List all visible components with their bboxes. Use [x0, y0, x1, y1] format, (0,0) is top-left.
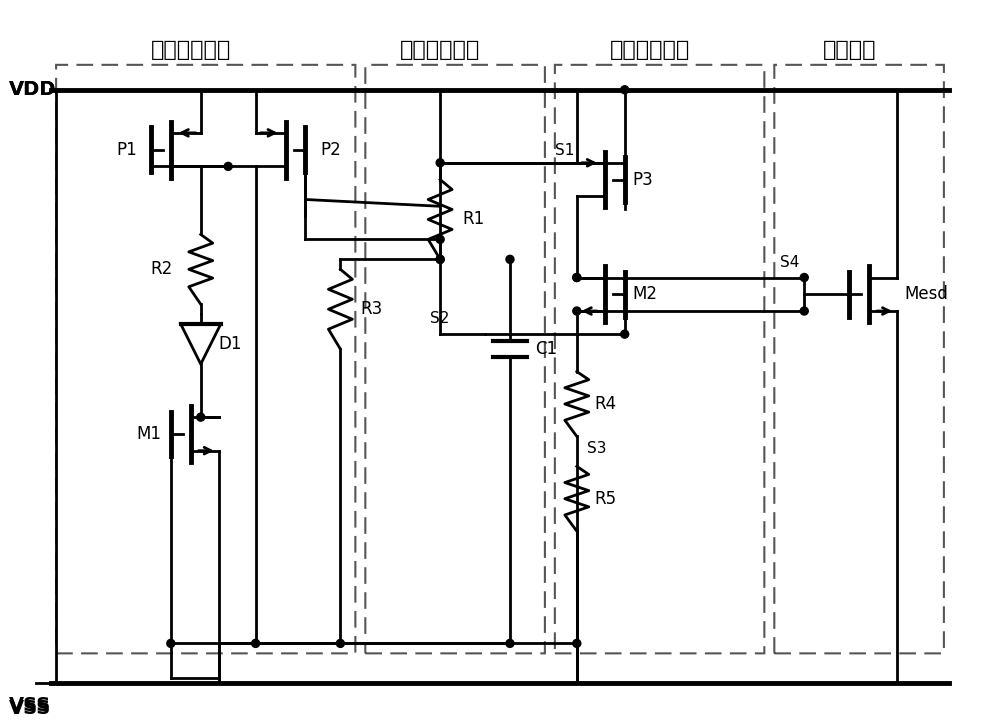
Text: S3: S3 [587, 441, 606, 456]
Text: VSS: VSS [9, 698, 51, 718]
Circle shape [197, 413, 205, 421]
Circle shape [621, 330, 629, 338]
Text: C1: C1 [535, 340, 557, 358]
Text: 合成控制电路: 合成控制电路 [610, 40, 690, 60]
Circle shape [573, 274, 581, 282]
Text: R5: R5 [595, 490, 617, 508]
Circle shape [224, 163, 232, 171]
Text: R2: R2 [151, 261, 173, 279]
Text: VSS: VSS [9, 696, 51, 715]
Text: VDD: VDD [9, 80, 57, 99]
Circle shape [573, 307, 581, 315]
Circle shape [506, 256, 514, 264]
Text: P3: P3 [633, 171, 653, 189]
Circle shape [506, 639, 514, 647]
Text: R4: R4 [595, 395, 617, 413]
Text: S2: S2 [430, 311, 450, 326]
Circle shape [252, 639, 260, 647]
Circle shape [167, 639, 175, 647]
Text: R3: R3 [360, 300, 383, 318]
Circle shape [621, 86, 629, 94]
Text: 瞬态触发电路: 瞬态触发电路 [400, 40, 480, 60]
Circle shape [573, 639, 581, 647]
Circle shape [336, 639, 344, 647]
Circle shape [573, 274, 581, 282]
Text: R1: R1 [462, 210, 484, 228]
Circle shape [436, 256, 444, 264]
Text: S4: S4 [780, 255, 799, 269]
Text: Mesd: Mesd [904, 285, 948, 303]
Text: S1: S1 [555, 143, 574, 158]
Circle shape [436, 159, 444, 167]
Text: VDD: VDD [9, 80, 57, 99]
Text: P2: P2 [320, 140, 341, 158]
Circle shape [436, 235, 444, 243]
Text: 泄放电路: 泄放电路 [822, 40, 876, 60]
Text: 静态触发电路: 静态触发电路 [151, 40, 231, 60]
Text: M2: M2 [633, 285, 658, 303]
Circle shape [800, 307, 808, 315]
Circle shape [436, 256, 444, 264]
Circle shape [800, 274, 808, 282]
Text: P1: P1 [116, 140, 137, 158]
Text: D1: D1 [219, 335, 242, 353]
Text: M1: M1 [136, 425, 161, 443]
